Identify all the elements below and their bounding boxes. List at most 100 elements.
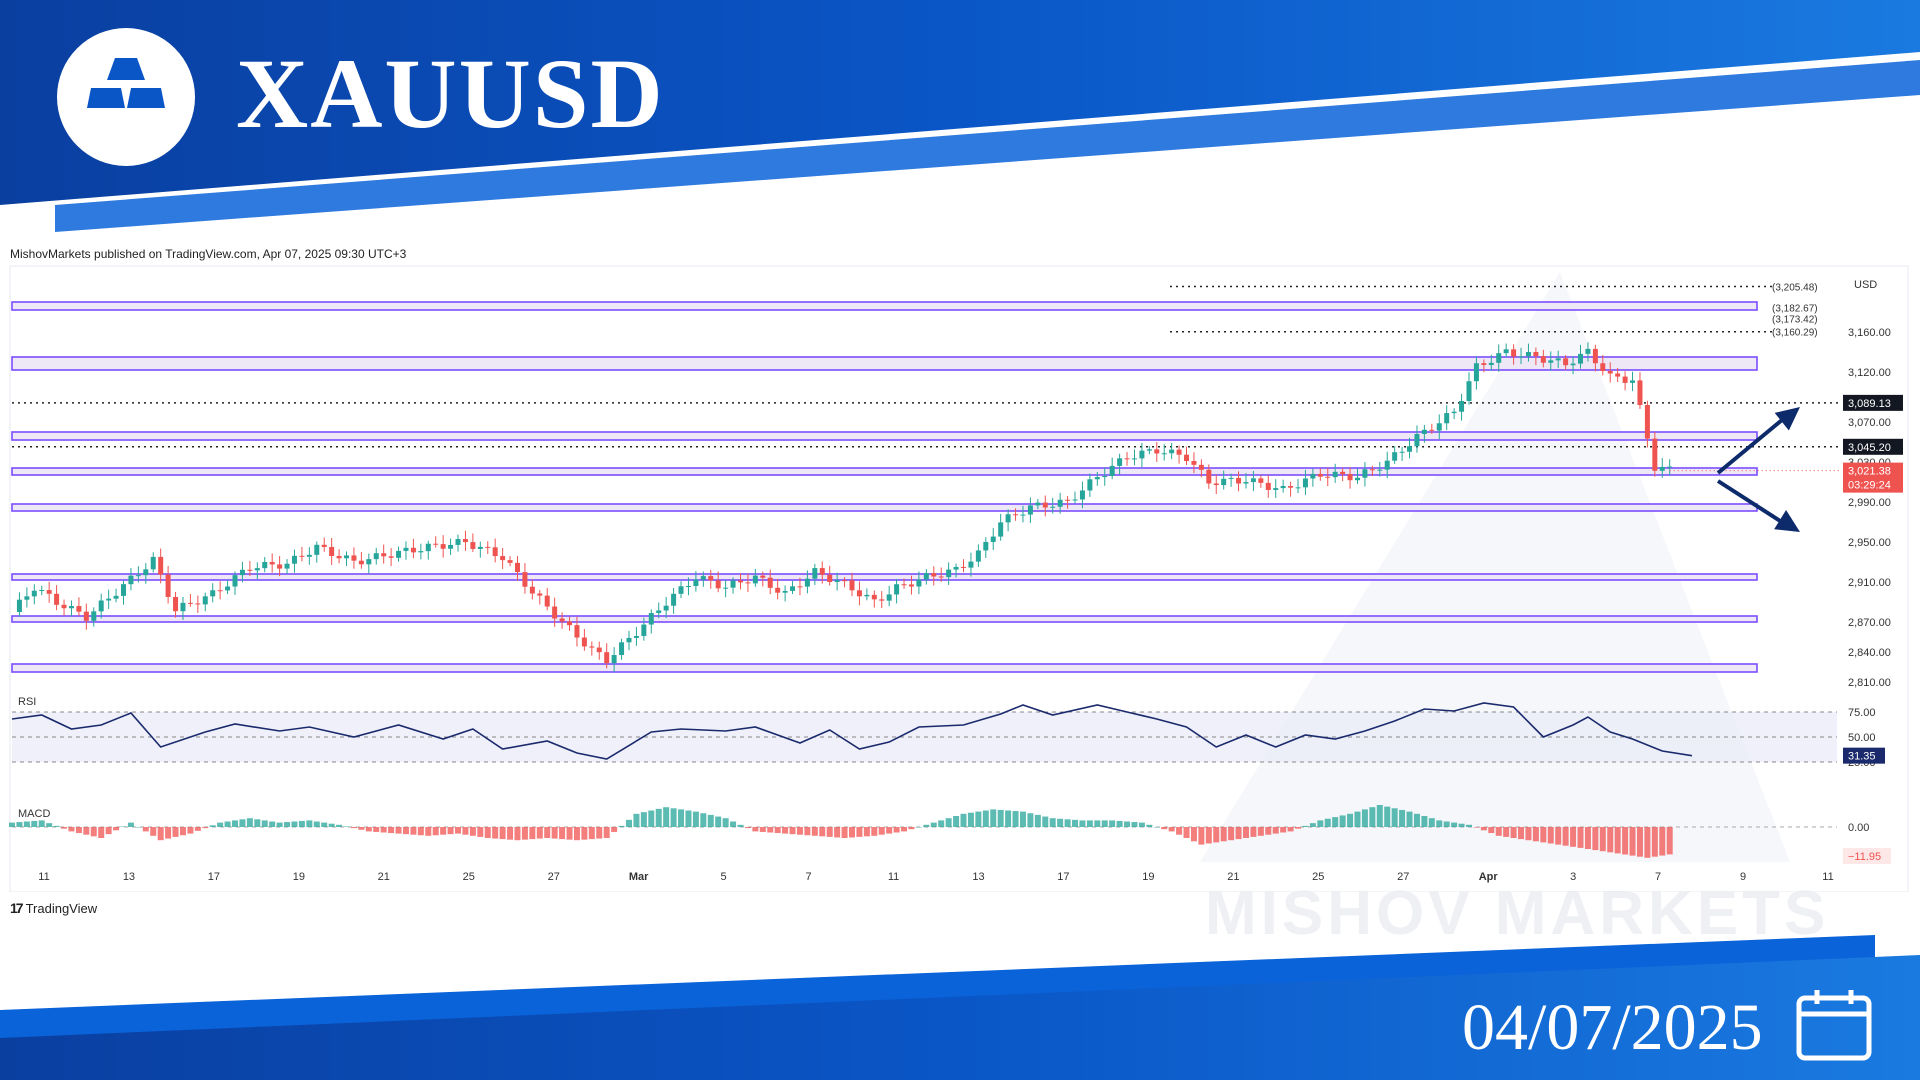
support-resistance-zone	[11, 467, 1758, 476]
candle-body	[1622, 376, 1628, 383]
candle-body	[1169, 449, 1175, 454]
candle-body	[775, 587, 781, 593]
candle-body	[1027, 505, 1033, 515]
macd-histogram-bar	[380, 827, 387, 833]
macd-histogram-bar	[678, 809, 685, 827]
candle-body	[262, 562, 268, 569]
candle-body	[827, 574, 833, 582]
macd-histogram-bar	[16, 822, 23, 827]
candle-body	[1362, 469, 1368, 478]
macd-histogram-bar	[1295, 827, 1302, 829]
candle-body	[1325, 476, 1331, 478]
candle-body	[232, 575, 238, 587]
candle-body	[700, 576, 706, 580]
candle-body	[567, 621, 573, 626]
candle-body	[1399, 451, 1405, 453]
macd-histogram-bar	[759, 827, 766, 832]
candle-body	[1332, 471, 1338, 478]
macd-histogram-bar	[142, 827, 149, 832]
x-axis-label: 19	[1142, 871, 1154, 883]
candle-body	[500, 556, 506, 561]
macd-histogram-bar	[893, 827, 900, 833]
x-axis-label: 7	[1655, 871, 1661, 883]
candle-body	[834, 580, 840, 582]
candle-body	[782, 590, 788, 593]
macd-histogram-bar	[655, 808, 662, 827]
macd-histogram-bar	[1161, 827, 1168, 830]
candle-body	[908, 584, 914, 587]
candle-body	[165, 574, 171, 597]
macd-histogram-bar	[849, 827, 855, 838]
macd-histogram-bar	[975, 811, 982, 827]
macd-histogram-bar	[1153, 827, 1160, 828]
macd-histogram-bar	[886, 827, 893, 834]
page-title: XAUUSD	[236, 38, 665, 149]
support-resistance-zone	[11, 503, 1758, 512]
candle-body	[1392, 452, 1398, 461]
macd-histogram-bar	[1540, 827, 1547, 843]
candle-body	[1072, 499, 1078, 501]
macd-histogram-bar	[625, 819, 632, 827]
candle-body	[1615, 373, 1621, 377]
macd-histogram-bar	[566, 827, 573, 840]
candle-body	[663, 605, 669, 611]
candle-body	[1503, 349, 1509, 354]
macd-histogram-bar	[670, 808, 677, 827]
candle-body	[596, 647, 602, 653]
candle-body	[321, 544, 327, 547]
candle-body	[1511, 349, 1517, 357]
macd-histogram-bar	[194, 827, 201, 831]
macd-histogram-bar	[1547, 827, 1554, 844]
rsi-line	[11, 702, 1693, 760]
candle-body	[455, 539, 461, 545]
candle-body	[403, 547, 409, 551]
candle-body	[1184, 454, 1190, 461]
candle-body	[1444, 413, 1450, 424]
candle-body	[1124, 458, 1130, 460]
candle-body	[1540, 356, 1546, 363]
macd-histogram-bar	[1109, 820, 1116, 827]
candle-body	[1020, 514, 1026, 516]
macd-histogram-bar	[284, 822, 291, 827]
support-resistance-zone	[11, 663, 1758, 673]
candle-body	[975, 550, 981, 562]
candle-body	[373, 553, 379, 560]
candle-body	[210, 590, 216, 597]
candle-body	[1213, 483, 1219, 486]
candle-body	[225, 586, 231, 591]
macd-histogram-bar	[276, 822, 283, 827]
candle-body	[1407, 446, 1413, 452]
macd-histogram-bar	[462, 827, 469, 835]
candle-body	[1288, 486, 1294, 488]
macd-histogram-bar	[1503, 827, 1510, 837]
candle-body	[440, 544, 446, 549]
candle-body	[1310, 473, 1316, 479]
rsi-label: RSI	[18, 696, 36, 708]
candle-body	[544, 595, 550, 607]
candle-body	[239, 569, 245, 576]
candle-body	[128, 575, 134, 585]
calendar-icon	[1796, 990, 1872, 1061]
candle-body	[54, 593, 60, 605]
candle-body	[61, 604, 67, 609]
macd-histogram-bar	[1599, 827, 1606, 852]
macd-label: MACD	[18, 808, 50, 820]
macd-histogram-bar	[1287, 827, 1294, 832]
candle-body	[1630, 380, 1636, 383]
candle-body	[158, 556, 164, 575]
macd-histogram-bar	[767, 827, 774, 833]
macd-histogram-bar	[1458, 823, 1465, 827]
candle-body	[1146, 449, 1152, 451]
candle-body	[856, 590, 862, 597]
candle-body	[277, 564, 283, 569]
macd-histogram-bar	[1562, 827, 1569, 846]
x-axis-label: 17	[208, 871, 220, 883]
macd-histogram-bar	[425, 827, 432, 836]
candle-body	[552, 606, 558, 619]
macd-histogram-bar	[1495, 827, 1502, 836]
candle-body	[968, 561, 974, 568]
candle-body	[76, 606, 82, 612]
macd-histogram-bar	[75, 827, 82, 834]
macd-histogram-bar	[187, 827, 194, 834]
candle-body	[329, 546, 335, 556]
